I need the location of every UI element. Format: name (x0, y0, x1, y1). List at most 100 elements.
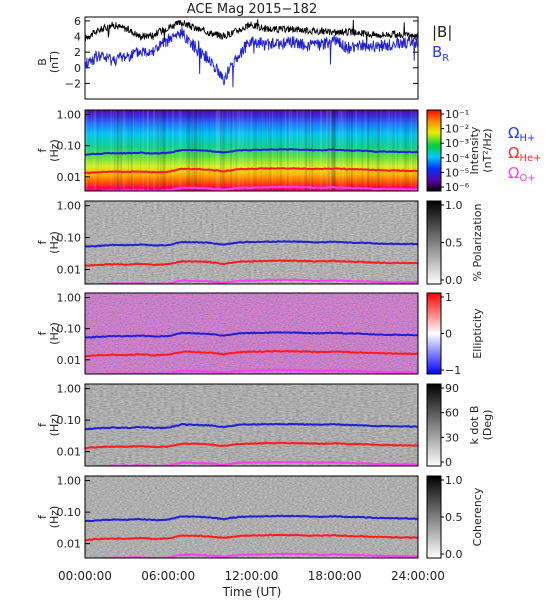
ylabel-f: f (36, 514, 49, 519)
colorbar-tick-label: 0 (445, 456, 452, 469)
b-ylabel: B (36, 58, 49, 66)
colorbar-tick-label: 10⁻⁶ (445, 181, 470, 194)
panel-power-spectrum: 1.00 0.10 0.01 f (Hz) 10⁻¹ 10⁻²10⁻³ 10⁻⁴10⁻⁵ 10⁻… (36, 108, 494, 194)
gyro-curve-h (85, 514, 418, 523)
ytick-label: 1.00 (57, 383, 82, 396)
ylabel-unit: (Hz) (48, 139, 61, 162)
colorbar-unit: (nT²/Hz) (481, 128, 494, 172)
colorbar-tick-label: 0 (445, 328, 452, 341)
panel-frame (84, 383, 419, 467)
colorbar (426, 200, 442, 285)
panel-frame (84, 200, 419, 285)
colorbar (426, 475, 442, 559)
ylabel-unit: (Hz) (48, 322, 61, 345)
legend-omega-h: ΩH+ (508, 124, 535, 144)
gyro-curve-o (85, 185, 418, 191)
colorbar-tick-label: 30 (445, 431, 459, 444)
colorbar-tick-label: 10⁻⁴ (445, 152, 470, 165)
ytick-label: 1.00 (57, 200, 82, 213)
panel-b-frame (84, 16, 419, 100)
legend-b-r: BR (432, 43, 449, 64)
colorbar-tick-label: 1.0 (445, 474, 463, 487)
ytick-label: 1.00 (57, 292, 82, 305)
spectrogram-image (85, 476, 418, 558)
x-axis-label: Time (UT) (222, 585, 282, 599)
legend-b-total: |B| (432, 23, 452, 41)
colorbar-tick-label: 0.0 (445, 274, 463, 287)
colorbar-tick-label: 10⁻¹ (445, 108, 469, 121)
ylabel-f: f (36, 239, 49, 244)
colorbar-label: % Polarization (471, 204, 484, 282)
b-ytick-label: 0 (74, 62, 81, 75)
x-tick-label: 24:00:00 (391, 569, 445, 583)
ylabel-unit: (Hz) (48, 231, 61, 254)
colorbar-tick-label: 0.5 (445, 237, 463, 250)
gyro-curve-he (85, 166, 418, 175)
panel-k-dot-b: 1.00 0.10 0.01 f (Hz) 90 60 30 0 k dot B (Deg) (36, 382, 494, 469)
ytick-label: 0.01 (57, 538, 82, 551)
panel-frame (84, 475, 419, 559)
x-tick-label: 06:00:00 (141, 569, 195, 583)
ytick-label: 0.01 (57, 354, 82, 367)
gyro-curve-h (85, 422, 418, 431)
gyro-curve-h (85, 331, 418, 339)
colorbar-tick-label: 90 (445, 382, 459, 395)
colorbar (426, 109, 442, 192)
legend-omega-he: ΩHe+ (508, 144, 542, 164)
gyro-curve-he (85, 259, 418, 267)
ytick-label: 1.00 (57, 109, 82, 122)
series-line-b-total (85, 19, 418, 46)
colorbar-tick-label: 0.5 (445, 511, 463, 524)
b-yunit: (nT) (48, 51, 61, 73)
spectrogram-image (85, 384, 418, 466)
gyro-curve-h (85, 240, 418, 248)
colorbar-label: Ellipticity (471, 308, 484, 359)
ytick-label: 0.10 (57, 232, 82, 245)
b-ytick-label: 4 (74, 31, 81, 44)
panel-frame (84, 109, 419, 192)
ylabel-f: f (36, 147, 49, 152)
ytick-label: 1.00 (57, 475, 82, 488)
colorbar-unit: (Deg) (481, 410, 494, 441)
gyro-curve-he (85, 533, 418, 542)
ytick-label: 0.01 (57, 171, 82, 184)
ytick-label: 0.01 (57, 263, 82, 276)
x-tick-label: 00:00:00 (58, 569, 112, 583)
series-line-b-r (85, 26, 418, 88)
colorbar-tick-label: 10⁻³ (445, 137, 469, 150)
b-ytick-label: 2 (74, 46, 81, 59)
colorbar-tick-label: 0.0 (445, 548, 463, 561)
panel-b-field: 6 4 2 0 −2 B (nT) |B| BR (36, 15, 452, 100)
ytick-label: 0.10 (57, 140, 82, 153)
ytick-label: 0.01 (57, 446, 82, 459)
gyro-curve-he (85, 441, 418, 450)
ytick-label: 0.10 (57, 414, 82, 427)
legend-omega-o: ΩO+ (508, 164, 536, 184)
panel-coherency: 1.00 0.10 0.01 f (Hz) 1.0 0.5 0.0 Coherency (36, 474, 484, 561)
colorbar-tick-label: 10⁻⁵ (445, 166, 469, 179)
colorbar-tick-label: 1.0 (445, 199, 463, 212)
colorbar-tick-label: 10⁻² (445, 123, 469, 136)
colorbar-label: Intensity (468, 126, 481, 174)
spectrogram-image (85, 201, 418, 284)
panel-polarization: 1.00 0.10 0.01 f (Hz) 1.0 0.5 0.0 % Polarization (36, 199, 484, 287)
ylabel-unit: (Hz) (48, 414, 61, 437)
gyro-curve-o (85, 552, 418, 558)
ylabel-f: f (36, 422, 49, 427)
spectrogram-image (85, 293, 418, 374)
panel-ellipticity: 1.00 0.10 0.01 f (Hz) 1 0 −1 Ellipticity (36, 291, 484, 377)
spectrogram-image (85, 110, 418, 191)
ylabel-f: f (36, 330, 49, 335)
ytick-label: 0.10 (57, 506, 82, 519)
x-tick-label: 18:00:00 (308, 569, 362, 583)
colorbar-label: Coherency (471, 487, 484, 546)
x-tick-label: 12:00:00 (225, 569, 279, 583)
legend-gyrofrequencies: ΩH+ ΩHe+ ΩO+ (508, 124, 542, 184)
colorbar-tick-label: 1 (445, 291, 452, 304)
colorbar-label: k dot B (468, 406, 481, 445)
gyro-curve-h (85, 148, 418, 156)
b-ytick-label: 6 (74, 15, 81, 28)
ylabel-unit: (Hz) (48, 506, 61, 529)
colorbar (426, 292, 442, 375)
